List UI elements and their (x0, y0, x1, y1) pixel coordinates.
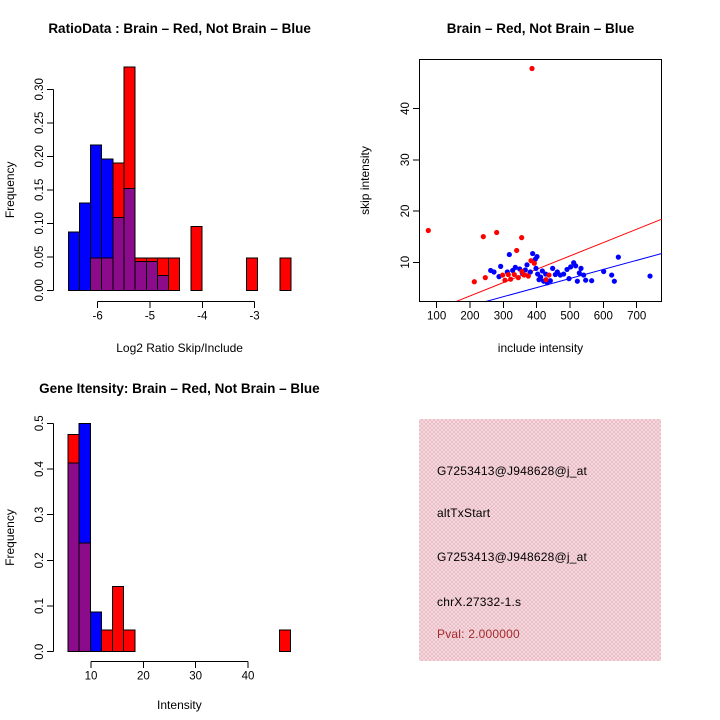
ratio-histogram: -6 -5 -4 -3 0.00 0.05 0.10 0.15 0.20 0.25 0.30 Rati… (3, 21, 311, 355)
svg-text:100: 100 (427, 311, 446, 323)
svg-text:Log2 Ratio Skip/Include: Log2 Ratio Skip/Include (116, 341, 243, 355)
svg-text:RatioData : Brain – Red, Not B: RatioData : Brain – Red, Not Brain – Blu… (48, 21, 311, 36)
svg-text:0.0: 0.0 (34, 644, 46, 660)
svg-text:0.2: 0.2 (34, 552, 46, 568)
gene-intensity-histogram-y-axis: 0.0 0.1 0.2 0.3 0.4 0.5 (34, 415, 54, 660)
svg-text:400: 400 (527, 311, 546, 323)
info-panel: G7253413@J948628@j_at altTxStart G725341… (419, 419, 661, 661)
svg-text:0.1: 0.1 (34, 598, 46, 614)
svg-text:Gene Itensity: Brain – Red, No: Gene Itensity: Brain – Red, Not Brain – … (39, 381, 320, 396)
svg-text:0.20: 0.20 (34, 145, 46, 167)
alt-tx-start-line: altTxStart (437, 506, 491, 520)
svg-text:Frequency: Frequency (3, 509, 17, 566)
gene-intensity-histogram-bars (67, 422, 292, 653)
svg-text:30: 30 (400, 153, 412, 166)
svg-text:0.30: 0.30 (34, 78, 46, 100)
svg-text:-4: -4 (197, 311, 208, 323)
pval-line: Pval: 2.000000 (437, 627, 520, 641)
svg-text:30: 30 (189, 671, 202, 683)
svg-text:0.00: 0.00 (34, 279, 46, 301)
svg-text:20: 20 (400, 205, 412, 218)
svg-text:20: 20 (137, 671, 150, 683)
svg-text:skip intensity: skip intensity (358, 146, 372, 215)
svg-text:0.5: 0.5 (34, 415, 46, 431)
svg-text:Intensity: Intensity (157, 698, 202, 712)
gene-id-line-1: G7253413@J948628@j_at (437, 464, 588, 478)
chr-location-line: chrX.27332-1.s (437, 595, 522, 609)
svg-text:40: 40 (242, 671, 255, 683)
svg-text:0.15: 0.15 (34, 179, 46, 201)
svg-text:600: 600 (594, 311, 613, 323)
svg-text:0.25: 0.25 (34, 112, 46, 134)
svg-text:300: 300 (494, 311, 513, 323)
intensity-scatter-x-axis: 100 200 300 400 500 600 700 (427, 301, 646, 323)
svg-text:include intensity: include intensity (498, 341, 583, 355)
svg-text:0.4: 0.4 (34, 460, 46, 477)
svg-text:10: 10 (400, 256, 412, 269)
ratio-histogram-bars (67, 66, 292, 291)
svg-text:700: 700 (627, 311, 646, 323)
gene-id-line-2: G7253413@J948628@j_at (437, 550, 588, 564)
svg-text:10: 10 (85, 671, 98, 683)
ratio-histogram-x-axis: -6 -5 -4 -3 (93, 301, 260, 323)
intensity-scatter-y-axis: 10 20 30 40 (400, 102, 420, 269)
intensity-scatter-plot-box (418, 58, 663, 303)
intensity-scatter-points (425, 65, 653, 286)
svg-text:-6: -6 (93, 311, 103, 323)
svg-text:0.05: 0.05 (34, 246, 46, 268)
svg-text:40: 40 (400, 102, 412, 115)
intensity-scatter: 100 200 300 400 500 600 700 10 20 30 40 Brain – Red… (358, 21, 663, 355)
intensity-scatter-fit-lines (455, 218, 662, 303)
svg-text:200: 200 (460, 311, 479, 323)
gene-intensity-histogram: 10 20 30 40 0.0 0.1 0.2 0.3 0.4 0.5 Gene Itensity:… (3, 381, 320, 712)
svg-text:0.10: 0.10 (34, 212, 46, 234)
ratio-histogram-y-axis: 0.00 0.05 0.10 0.15 0.20 0.25 0.30 (34, 78, 54, 301)
svg-text:-5: -5 (145, 311, 155, 323)
svg-text:0.3: 0.3 (34, 507, 46, 523)
svg-text:-3: -3 (249, 311, 259, 323)
svg-text:500: 500 (560, 311, 579, 323)
svg-text:Brain – Red, Not Brain – Blue: Brain – Red, Not Brain – Blue (447, 21, 635, 36)
gene-intensity-histogram-x-axis: 10 20 30 40 (85, 661, 255, 683)
svg-text:Frequency: Frequency (3, 161, 17, 218)
